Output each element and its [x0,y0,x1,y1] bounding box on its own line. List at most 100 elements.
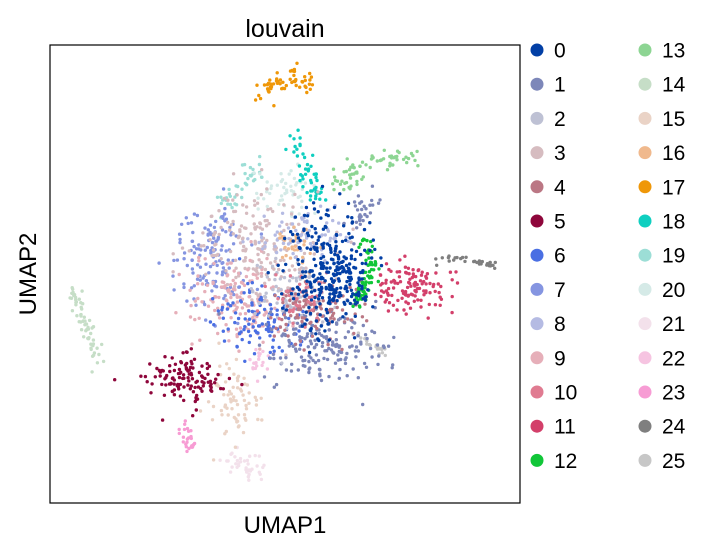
point-cluster-23 [184,445,188,449]
point-cluster-9 [193,299,197,303]
point-cluster-15 [230,407,234,411]
point-cluster-12 [369,280,374,285]
point-cluster-13 [355,170,359,174]
point-cluster-5 [191,414,195,418]
point-cluster-0 [314,241,319,246]
point-cluster-0 [368,248,372,253]
point-cluster-9 [237,349,241,353]
point-cluster-0 [301,270,305,274]
point-cluster-1 [308,339,313,343]
point-cluster-5 [193,385,197,390]
point-cluster-8 [291,251,295,256]
point-cluster-0 [296,292,301,296]
point-cluster-3 [187,249,191,253]
point-cluster-4 [298,300,302,304]
point-cluster-2 [264,291,268,295]
point-cluster-0 [313,227,317,231]
point-cluster-8 [286,226,291,230]
point-cluster-0 [289,292,294,296]
point-cluster-8 [325,221,329,225]
point-cluster-0 [317,235,321,239]
point-cluster-17 [262,83,267,87]
point-cluster-9 [247,295,251,299]
point-cluster-7 [220,261,224,265]
point-cluster-1 [365,214,369,219]
point-cluster-17 [265,87,270,91]
point-cluster-11 [450,278,454,282]
point-cluster-5 [162,393,167,397]
point-cluster-0 [314,332,318,336]
point-cluster-9 [227,288,231,292]
point-cluster-1 [358,213,362,217]
point-cluster-4 [342,320,347,324]
point-cluster-25 [365,342,369,346]
legend-marker-4 [530,180,544,194]
point-cluster-11 [406,293,411,297]
point-cluster-8 [344,235,348,239]
point-cluster-0 [332,261,336,266]
point-cluster-5 [240,382,244,387]
point-cluster-15 [231,398,236,402]
point-cluster-19 [219,195,223,199]
point-cluster-1 [327,346,331,351]
point-cluster-7 [224,230,228,234]
point-cluster-8 [323,259,327,263]
point-cluster-0 [297,245,301,250]
point-cluster-20 [258,172,262,176]
point-cluster-19 [258,154,262,159]
point-cluster-16 [283,245,287,250]
point-cluster-9 [196,296,200,301]
legend-label-15: 15 [662,108,685,131]
point-cluster-6 [233,320,237,325]
point-cluster-24 [485,262,490,266]
point-cluster-9 [174,311,178,315]
point-cluster-5 [190,377,195,381]
point-cluster-3 [199,244,203,248]
point-cluster-1 [269,327,274,332]
point-cluster-1 [345,351,349,356]
point-cluster-11 [450,310,454,315]
point-cluster-21 [247,478,251,482]
point-cluster-11 [431,284,435,289]
point-cluster-6 [271,325,276,329]
point-cluster-15 [211,458,216,462]
point-cluster-13 [388,164,392,168]
point-cluster-22 [257,354,261,358]
point-cluster-3 [213,230,217,235]
point-cluster-1 [320,341,325,345]
point-cluster-1 [298,347,302,351]
point-cluster-19 [227,187,231,192]
point-cluster-21 [253,453,257,458]
point-cluster-1 [346,330,351,334]
point-cluster-14 [80,289,84,293]
point-cluster-3 [243,249,248,253]
point-cluster-9 [211,280,215,284]
point-cluster-11 [391,303,396,307]
point-cluster-0 [323,329,327,333]
point-cluster-5 [227,376,232,381]
point-cluster-1 [370,329,374,333]
point-cluster-0 [333,249,337,253]
point-cluster-8 [305,219,309,223]
point-cluster-11 [450,294,454,299]
point-cluster-0 [309,247,313,251]
point-cluster-0 [329,277,334,281]
point-cluster-0 [328,301,332,306]
point-cluster-3 [234,266,238,270]
point-cluster-15 [229,392,233,396]
point-cluster-20 [278,198,282,203]
point-cluster-0 [320,242,324,247]
point-cluster-17 [268,78,272,82]
point-cluster-11 [403,265,408,269]
point-cluster-3 [241,203,245,207]
point-cluster-22 [260,363,264,368]
point-cluster-0 [316,276,320,280]
point-cluster-0 [371,305,375,309]
point-cluster-0 [305,293,309,297]
point-cluster-5 [160,418,165,422]
point-cluster-0 [318,302,322,306]
point-cluster-0 [346,266,351,270]
point-cluster-15 [247,391,251,395]
point-cluster-14 [84,322,89,326]
legend-item-17: 17 [638,176,685,199]
